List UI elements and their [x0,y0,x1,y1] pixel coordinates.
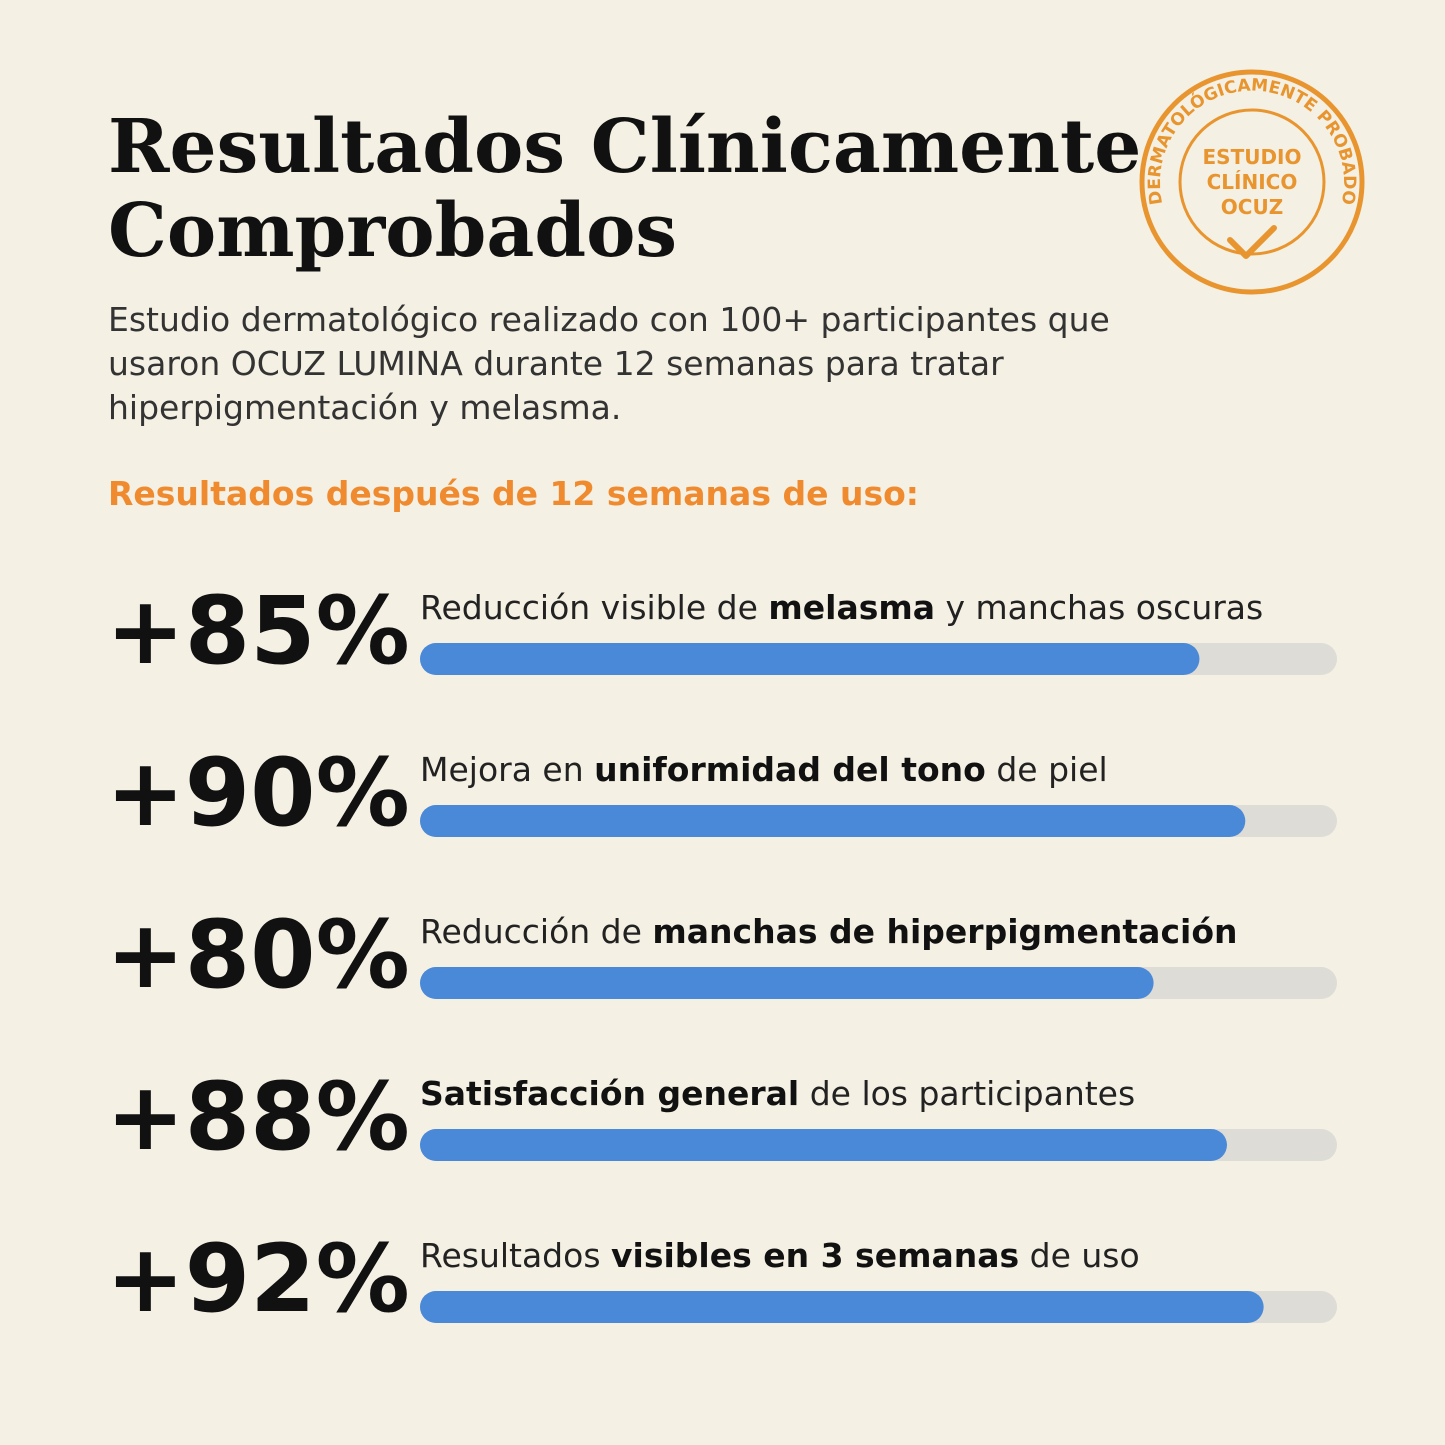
subtitle: usaron OCUZ LUMINA durante 12 semanas pa… [108,344,1004,383]
stat-label-part: de piel [986,750,1108,789]
bar [420,967,1154,999]
title: Resultados Clínicamente [108,104,1141,190]
stamp-center-text: CLÍNICO [1207,170,1298,194]
stat-label: Satisfacción general de los participante… [420,1074,1135,1113]
subtitle: Estudio dermatológico realizado con 100+… [108,300,1110,339]
stat-value: +90% [106,739,410,848]
title: Comprobados [108,188,677,274]
subtitle: hiperpigmentación y melasma. [108,388,621,427]
stat-label-part: de los participantes [799,1074,1135,1113]
stamp-center-text: ESTUDIO [1203,145,1302,169]
stat-label-part: Resultados [420,1236,611,1275]
stat-label: Resultados visibles en 3 semanas de uso [420,1236,1140,1275]
stat-label-part: visibles en 3 semanas [611,1236,1019,1275]
stat-label: Reducción visible de melasma y manchas o… [420,588,1263,627]
stat-label-part: Mejora en [420,750,594,789]
bar [420,1129,1227,1161]
stat-label-part: uniformidad del tono [594,750,986,789]
stat-value: +85% [106,577,410,686]
stat-label: Reducción de manchas de hiperpigmentació… [420,912,1237,951]
stat-label-part: Reducción de [420,912,652,951]
stat-label-part: Reducción visible de [420,588,768,627]
stamp-center-text: OCUZ [1221,195,1283,219]
stamp-ring-outer [1139,69,1365,295]
stat-label: Mejora en uniformidad del tono de piel [420,750,1108,789]
bar [420,1291,1264,1323]
stat-value: +92% [106,1225,410,1334]
stat-value: +80% [106,901,410,1010]
stat-label-part: manchas de hiperpigmentación [652,912,1237,951]
bar [420,805,1246,837]
stat-label-part: Satisfacción general [420,1074,799,1113]
stat-label-part: melasma [768,588,935,627]
stat-value: +88% [106,1063,410,1172]
bar [420,643,1200,675]
stat-label-part: de uso [1019,1236,1140,1275]
section-heading: Resultados después de 12 semanas de uso: [108,474,919,513]
stat-label-part: y manchas oscuras [935,588,1263,627]
stamp-check [1227,225,1277,259]
